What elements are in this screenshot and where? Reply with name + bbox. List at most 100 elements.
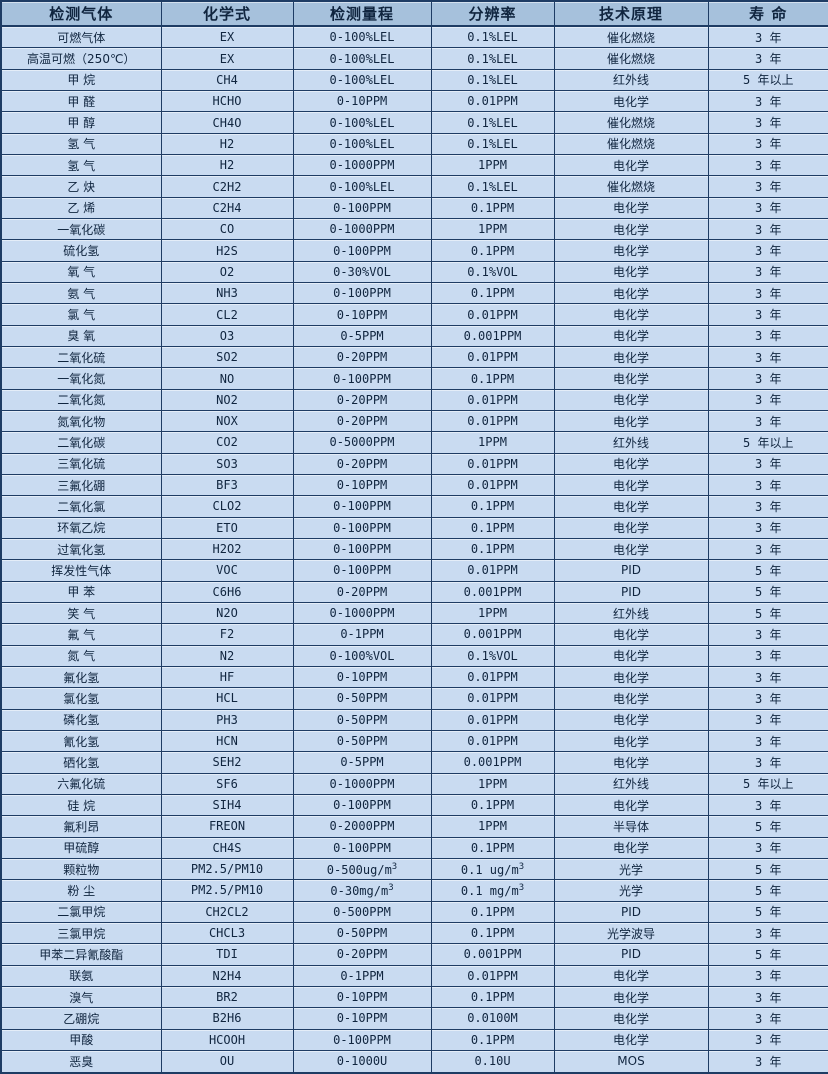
cell-formula: HCHO — [160, 90, 294, 113]
cell-lifespan: 3 年 — [707, 111, 828, 134]
cell-formula: PM2.5/PM10 — [160, 879, 294, 902]
table-row: 三氧化硫 SO3 0-20PPM 0.01PPM 电化学 3 年 — [0, 452, 828, 475]
cell-formula: PM2.5/PM10 — [160, 857, 294, 881]
cell-gas: 氢 气 — [0, 132, 162, 156]
cell-resolution: 0.01PPM — [430, 346, 555, 369]
cell-gas: 臭 氧 — [0, 324, 162, 348]
cell-principle: 电化学 — [553, 644, 709, 667]
cell-lifespan: 5 年 — [707, 815, 828, 838]
cell-lifespan: 3 年 — [707, 751, 828, 774]
cell-principle: 催化燃烧 — [553, 25, 709, 49]
cell-resolution: 1PPM — [430, 431, 555, 454]
table-row: 笑 气 N2O 0-1000PPM 1PPM 红外线 5 年 — [0, 601, 828, 625]
cell-principle: 电化学 — [553, 537, 709, 561]
table-row: 二氧化氮 NO2 0-20PPM 0.01PPM 电化学 3 年 — [0, 388, 828, 412]
table-row: 乙 烯 C2H4 0-100PPM 0.1PPM 电化学 3 年 — [0, 196, 828, 220]
cell-lifespan: 3 年 — [707, 644, 828, 667]
cell-principle: 电化学 — [553, 303, 709, 326]
table-row: 过氧化氢 H2O2 0-100PPM 0.1PPM 电化学 3 年 — [0, 537, 828, 561]
cell-formula: EX — [160, 25, 294, 49]
cell-lifespan: 3 年 — [707, 346, 828, 369]
cell-resolution: 0.1PPM — [430, 1028, 555, 1051]
cell-gas: 氯化氢 — [0, 687, 162, 710]
cell-resolution: 1PPM — [430, 218, 555, 241]
cell-lifespan: 3 年 — [707, 303, 828, 326]
cell-principle: 红外线 — [553, 68, 709, 92]
cell-principle: PID — [553, 943, 709, 966]
cell-lifespan: 3 年 — [707, 1028, 828, 1051]
cell-resolution: 0.1PPM — [430, 900, 555, 923]
cell-formula: TDI — [160, 943, 294, 966]
cell-gas: 乙 烯 — [0, 196, 162, 220]
cell-gas: 二氧化硫 — [0, 346, 162, 369]
cell-gas: 高温可燃（250℃） — [0, 47, 162, 70]
cell-principle: 催化燃烧 — [553, 47, 709, 70]
table-row: 氟 气 F2 0-1PPM 0.001PPM 电化学 3 年 — [0, 623, 828, 646]
table-row: 氢 气 H2 0-1000PPM 1PPM 电化学 3 年 — [0, 154, 828, 177]
cell-principle: 电化学 — [553, 687, 709, 710]
cell-principle: 光学 — [553, 857, 709, 881]
superscript: 3 — [391, 861, 398, 872]
cell-principle: PID — [553, 900, 709, 923]
cell-principle: 红外线 — [553, 431, 709, 454]
cell-lifespan: 5 年以上 — [707, 68, 828, 92]
cell-lifespan: 5 年 — [707, 879, 828, 902]
cell-lifespan: 5 年 — [707, 943, 828, 966]
cell-formula: SIH4 — [160, 793, 294, 817]
cell-range: 0-100PPM — [292, 239, 432, 262]
cell-formula: HCN — [160, 729, 294, 753]
cell-gas: 可燃气体 — [0, 25, 162, 49]
cell-formula: HCL — [160, 687, 294, 710]
cell-formula: O3 — [160, 324, 294, 348]
column-header-principle: 技术原理 — [553, 0, 709, 27]
cell-principle: PID — [553, 580, 709, 603]
cell-formula: SO3 — [160, 452, 294, 475]
cell-range: 0-100PPM — [292, 495, 432, 518]
cell-formula: CO — [160, 218, 294, 241]
cell-formula: SF6 — [160, 772, 294, 795]
cell-range: 0-50PPM — [292, 921, 432, 945]
cell-lifespan: 3 年 — [707, 495, 828, 518]
cell-principle: 电化学 — [553, 218, 709, 241]
table-row: 氰化氢 HCN 0-50PPM 0.01PPM 电化学 3 年 — [0, 729, 828, 753]
cell-lifespan: 3 年 — [707, 665, 828, 689]
cell-lifespan: 5 年以上 — [707, 772, 828, 795]
cell-principle: 电化学 — [553, 1028, 709, 1051]
cell-principle: 电化学 — [553, 495, 709, 518]
cell-gas: 氢 气 — [0, 154, 162, 177]
cell-resolution: 0.01PPM — [430, 559, 555, 582]
cell-resolution: 0.1PPM — [430, 921, 555, 945]
cell-gas: 六氟化硫 — [0, 772, 162, 795]
cell-formula: VOC — [160, 559, 294, 582]
cell-range: 0-20PPM — [292, 452, 432, 475]
cell-formula: NO — [160, 367, 294, 390]
cell-formula: CH4S — [160, 836, 294, 859]
cell-lifespan: 3 年 — [707, 25, 828, 49]
table-row: 甲 苯 C6H6 0-20PPM 0.001PPM PID 5 年 — [0, 580, 828, 603]
cell-range: 0-100%LEL — [292, 132, 432, 156]
cell-gas: 一氧化碳 — [0, 218, 162, 241]
table-row: 可燃气体 EX 0-100%LEL 0.1%LEL 催化燃烧 3 年 — [0, 25, 828, 49]
cell-range: 0-20PPM — [292, 388, 432, 412]
cell-range: 0-2000PPM — [292, 815, 432, 838]
table-row: 三氟化硼 BF3 0-10PPM 0.01PPM 电化学 3 年 — [0, 473, 828, 497]
cell-resolution: 0.1%LEL — [430, 175, 555, 198]
cell-principle: 电化学 — [553, 665, 709, 689]
table-row: 高温可燃（250℃） EX 0-100%LEL 0.1%LEL 催化燃烧 3 年 — [0, 47, 828, 70]
cell-range: 0-100PPM — [292, 793, 432, 817]
cell-gas: 甲硫醇 — [0, 836, 162, 859]
cell-range: 0-10PPM — [292, 1007, 432, 1030]
table-row: 氮 气 N2 0-100%VOL 0.1%VOL 电化学 3 年 — [0, 644, 828, 667]
cell-gas: 硫化氢 — [0, 239, 162, 262]
cell-gas: 甲 醛 — [0, 90, 162, 113]
cell-lifespan: 3 年 — [707, 687, 828, 710]
cell-gas: 硒化氢 — [0, 751, 162, 774]
cell-range: 0-100PPM — [292, 282, 432, 305]
cell-resolution: 0.01PPM — [430, 964, 555, 987]
table-row: 乙 炔 C2H2 0-100%LEL 0.1%LEL 催化燃烧 3 年 — [0, 175, 828, 198]
cell-formula: B2H6 — [160, 1007, 294, 1030]
table-row: 三氯甲烷 CHCL3 0-50PPM 0.1PPM 光学波导 3 年 — [0, 921, 828, 945]
cell-principle: 电化学 — [553, 239, 709, 262]
cell-gas: 联氨 — [0, 964, 162, 987]
cell-principle: 电化学 — [553, 729, 709, 753]
